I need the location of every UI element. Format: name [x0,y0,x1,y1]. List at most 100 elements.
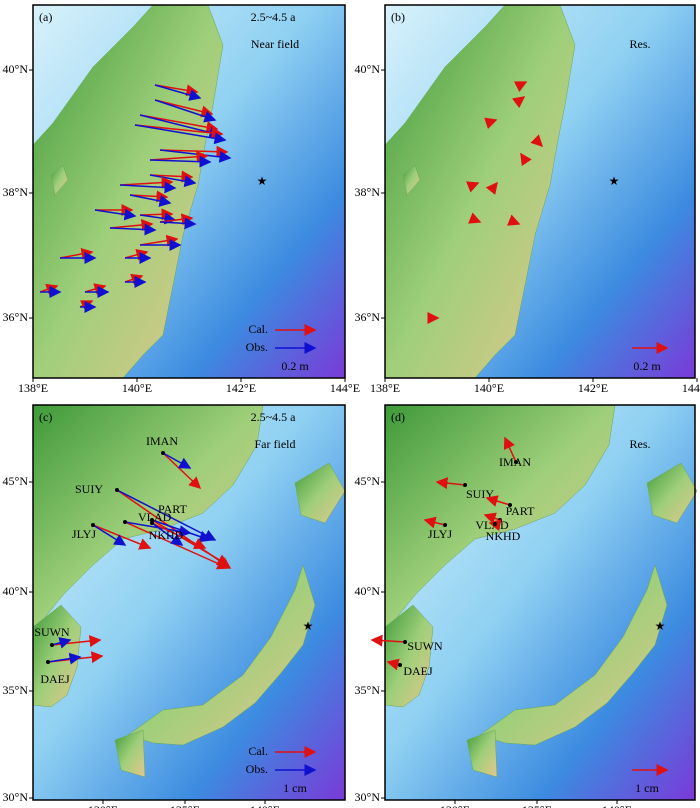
displacement-arrow [139,212,177,225]
displacement-arrow [149,155,212,168]
station-label: IMAN [499,455,531,469]
land [114,729,146,778]
station-label: DAEJ [403,664,433,678]
displacement-arrow [109,223,157,236]
displacement-arrow [503,436,517,463]
station-label: JLYJ [72,527,96,541]
x-tick-label: 138°E [18,381,48,395]
station-label: IMAN [146,434,178,448]
station [161,451,165,455]
y-tick-label: 35°N [3,683,29,697]
land [294,462,346,524]
map-panel: ★ (c) 130°E 135°E 140°E 45°N 40°N 35°N 30°N 2.5~4… [3,404,346,808]
station [463,483,467,487]
station [123,520,127,524]
x-tick-label: 140°E [602,803,632,808]
station [443,523,447,527]
y-tick-label: 40°N [355,584,381,598]
station-label: VLAD [138,510,172,524]
displacement-arrow [154,84,202,101]
displacement-arrow [94,208,137,221]
displacement-arrow [47,652,82,665]
displacement-arrow [485,495,511,507]
displacement-arrow [154,99,217,123]
x-tick-label: 140°E [122,381,152,395]
station-label: SUWN [34,625,70,639]
land [384,4,576,379]
displacement-arrow [159,217,197,230]
displacement-arrow [485,181,498,195]
x-tick-label: 144°E [682,381,700,395]
displacement-arrow [484,117,498,130]
land [479,564,668,746]
map-panel: ★ (a) 138°E 140°E 142°E 144°E 40°N 38°N 36°N 2.5~… [3,4,360,395]
displacement-arrow [129,194,172,207]
displacement-arrow [119,176,174,189]
period: 2.5~4.5 a [251,10,296,24]
displacement-arrow [92,524,127,546]
station-label: PART [506,504,536,518]
displacement-arrow [154,99,214,118]
displacement-arrow [530,134,544,148]
legend-cal: Cal. [248,744,268,758]
y-tick-label: 45°N [355,474,381,488]
y-tick-label: 40°N [3,584,29,598]
displacement-arrow [51,637,72,649]
station [46,660,50,664]
x-tick-label: 140°E [250,803,280,808]
station [115,488,119,492]
station [514,460,518,464]
station-label: NKHD [149,528,184,542]
legend-scale: 1 cm [635,781,659,795]
displacement-arrow [134,124,224,139]
x-tick-label: 144°E [330,381,360,395]
land [32,4,224,379]
displacement-arrow [151,519,230,566]
station-label: JLYJ [428,527,452,541]
legend-cal: Cal. [248,322,268,336]
x-tick-label: 130°E [88,803,118,808]
x-tick-label: 142°E [226,381,256,395]
station [508,503,512,507]
station [150,521,154,525]
field: Near field [251,37,299,51]
x-tick-label: 140°E [474,381,504,395]
legend-scale: 0.2 m [281,359,309,373]
displacement-arrow [483,512,501,525]
displacement-arrow [466,181,480,193]
frame [384,4,696,379]
star: ★ [655,619,666,633]
displacement-arrow [370,634,406,647]
title: Res. [630,437,651,451]
land [127,564,316,746]
station [150,518,154,522]
displacement-arrow [139,114,219,134]
displacement-arrow [139,208,174,221]
station-label: NKHD [486,529,521,543]
displacement-arrow [423,516,446,529]
map-panel: ★ (d) 130°E 135°E 140°E 45°N 40°N 35°N 30°N Res. 1… [355,404,698,808]
displacement-arrow [119,181,177,194]
displacement-arrow [162,452,202,490]
displacement-arrow [520,152,532,167]
land [646,462,698,524]
y-tick-label: 40°N [3,62,29,76]
displacement-arrow [149,150,209,163]
land [32,604,82,708]
y-tick-label: 30°N [3,790,29,804]
displacement-arrow [159,145,229,158]
displacement-arrow [512,96,526,109]
station-label: SUWN [407,639,443,653]
displacement-arrow [159,149,232,163]
legend-obs: Obs. [246,762,268,776]
period: 2.5~4.5 a [251,410,296,424]
displacement-arrow [162,452,192,469]
frame [32,4,346,379]
x-tick-label: 142°E [578,381,608,395]
star: ★ [257,174,268,188]
station [403,640,407,644]
displacement-arrow [468,212,482,224]
displacement-arrow [435,477,466,490]
station [50,643,54,647]
station-label: SUIY [75,482,103,496]
